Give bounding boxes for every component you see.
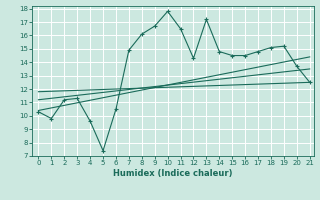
X-axis label: Humidex (Indice chaleur): Humidex (Indice chaleur): [113, 169, 233, 178]
